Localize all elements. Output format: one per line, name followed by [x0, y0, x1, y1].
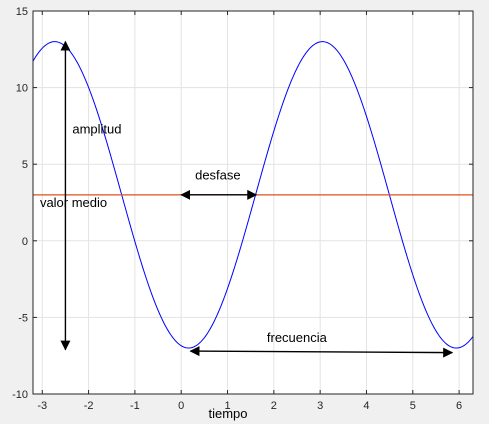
- x-tick-label: 6: [456, 400, 462, 412]
- y-tick-label: 0: [22, 236, 28, 248]
- plot-frame: [32, 10, 474, 395]
- x-tick-label: 1: [224, 400, 230, 412]
- y-tick-label: -5: [18, 312, 28, 324]
- x-tick-label: 2: [271, 400, 277, 412]
- y-tick-label: 5: [22, 159, 28, 171]
- y-tick-label: 10: [16, 83, 28, 95]
- x-axis-label: tiempo: [208, 406, 247, 421]
- annotation-label: amplitud: [72, 122, 121, 137]
- annotation-label: desfase: [195, 168, 241, 183]
- x-tick-label: 4: [363, 400, 369, 412]
- y-tick-label: -10: [12, 389, 28, 401]
- annotation-arrow: [189, 346, 454, 358]
- x-tick-label: -3: [37, 400, 47, 412]
- x-tick-label: -1: [130, 400, 140, 412]
- x-tick-label: 5: [410, 400, 416, 412]
- y-tick-label: 15: [16, 6, 28, 18]
- x-tick-label: 0: [178, 400, 184, 412]
- annotation-label: frecuencia: [267, 330, 328, 345]
- annotation-label: valor medio: [40, 195, 107, 210]
- x-tick-label: 3: [317, 400, 323, 412]
- annotations: amplitud valor medio desfase frecuencia: [40, 40, 454, 358]
- x-tick-label: -2: [84, 400, 94, 412]
- tick-marks: [33, 10, 473, 395]
- sine-series-line: [33, 41, 473, 349]
